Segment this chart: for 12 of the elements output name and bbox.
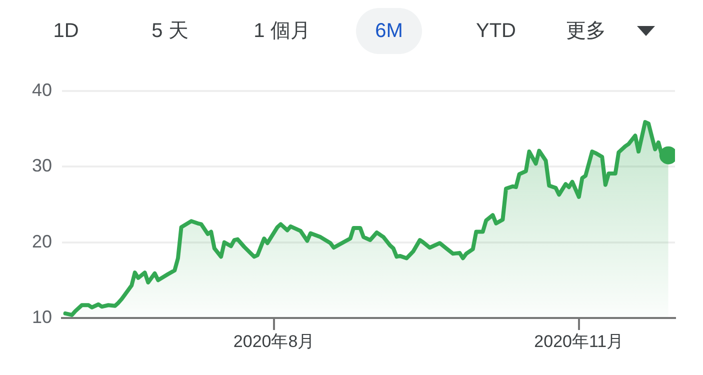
y-tick-label: 10: [32, 306, 52, 327]
text: 6M: [356, 8, 422, 54]
text: YTD: [475, 19, 517, 44]
x-tick-label: 2020年8月: [233, 332, 315, 351]
x-tick-label: 2020年11月: [534, 332, 624, 351]
y-tick-label: 30: [32, 156, 52, 176]
text: 5 天: [150, 19, 190, 44]
text: 1 個月: [252, 19, 312, 44]
text: 1D: [52, 19, 80, 44]
y-tick-label: 20: [32, 231, 52, 252]
text: 更多: [565, 19, 607, 44]
y-tick-label: 40: [32, 80, 52, 100]
